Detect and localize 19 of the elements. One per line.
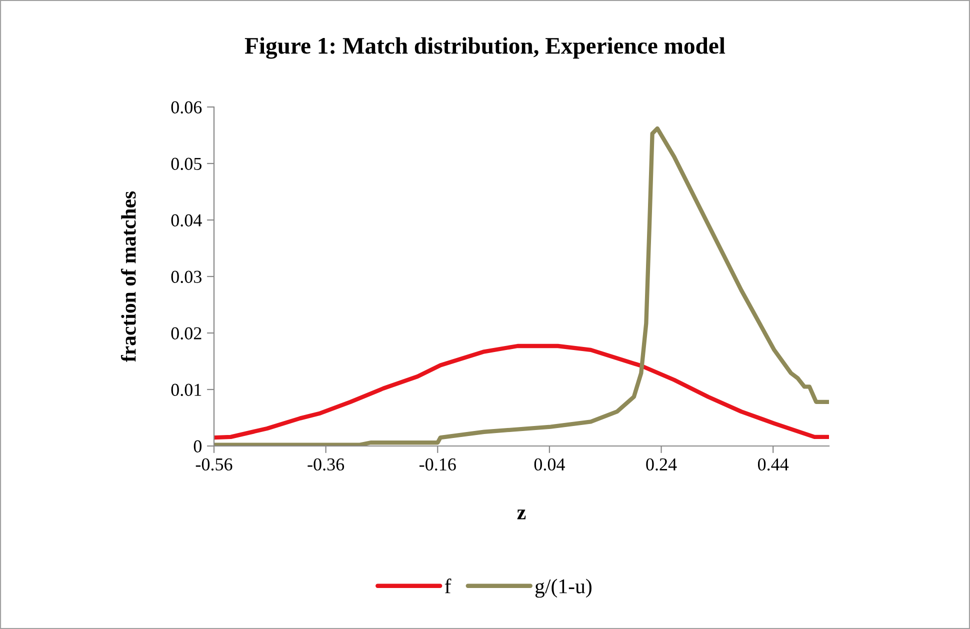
y-tick-label: 0.06: [171, 101, 202, 114]
legend-label: g/(1-u): [535, 578, 592, 598]
x-tick-label: 0.44: [758, 458, 789, 471]
y-tick-label: 0.01: [171, 384, 202, 396]
x-tick-label: -0.56: [196, 458, 232, 471]
chart-title: Figure 1: Match distribution, Experience model: [244, 37, 726, 59]
x-tick-label: -0.16: [420, 458, 456, 471]
legend-label: f: [444, 578, 452, 594]
y-tick-label: 0.04: [171, 214, 202, 227]
y-tick-label: 0: [194, 440, 202, 452]
x-tick-label: 0.24: [646, 458, 677, 471]
x-tick-label: -0.36: [308, 458, 344, 471]
x-axis-title: z: [517, 510, 526, 520]
x-tick-label: 0.04: [534, 458, 565, 471]
y-tick-label: 0.02: [171, 327, 202, 340]
y-axis-title: fraction of matches: [120, 191, 136, 362]
y-tick-label: 0.05: [171, 158, 202, 170]
y-tick-label: 0.03: [171, 270, 202, 284]
line-series: [214, 344, 829, 440]
